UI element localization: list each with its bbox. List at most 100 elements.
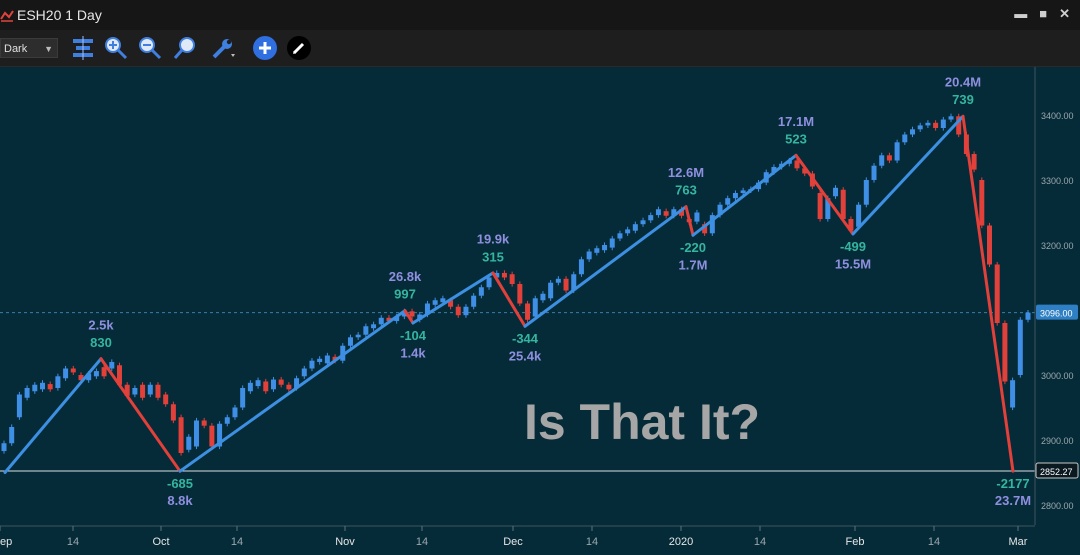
candle-body bbox=[994, 264, 1000, 323]
draw-pencil-icon[interactable] bbox=[286, 35, 312, 61]
candle-body bbox=[432, 300, 438, 305]
last-price-tag bbox=[1036, 304, 1078, 320]
x-tick-label: Mar bbox=[1009, 536, 1028, 548]
close-button[interactable]: ✕ bbox=[1059, 6, 1070, 21]
zigzag-segment bbox=[851, 114, 965, 236]
window-title: ESH20 1 Day bbox=[17, 7, 102, 23]
candle-body bbox=[247, 382, 253, 392]
x-tick-label: 2020 bbox=[669, 536, 693, 548]
zigzag-segment bbox=[99, 357, 182, 473]
candle-body bbox=[632, 224, 638, 231]
candle-body bbox=[409, 311, 415, 317]
price-chart[interactable]: 2.5k 830 -685 8.8k 26.8k 997 -104 1.4k 19.9k 315 -… bbox=[0, 67, 1080, 555]
swing-label: 20.4M bbox=[945, 74, 981, 89]
x-tick-label: ep bbox=[0, 536, 12, 548]
bar-spacing-icon[interactable] bbox=[70, 35, 96, 61]
chart-annotation: Is That It? bbox=[524, 394, 760, 450]
candle-body bbox=[394, 316, 400, 322]
maximize-button[interactable]: ■ bbox=[1039, 6, 1048, 21]
zoom-fit-icon[interactable] bbox=[172, 35, 198, 61]
swing-label: 25.4k bbox=[509, 349, 542, 364]
chart-icon bbox=[0, 10, 14, 22]
candle-body bbox=[24, 388, 30, 398]
candle-body bbox=[163, 394, 169, 405]
candle-body bbox=[709, 215, 715, 234]
swing-label: 1.4k bbox=[400, 345, 426, 360]
zigzag-segment bbox=[403, 309, 415, 325]
zigzag-segment bbox=[523, 205, 688, 328]
candle-body bbox=[625, 229, 631, 234]
candle-body bbox=[355, 334, 361, 338]
x-tick-label: Feb bbox=[846, 536, 865, 548]
settings-wrench-icon[interactable] bbox=[210, 35, 236, 61]
add-icon[interactable] bbox=[252, 35, 278, 61]
candle-body bbox=[956, 116, 962, 135]
candle-body bbox=[702, 224, 708, 234]
zoom-out-icon[interactable] bbox=[137, 35, 163, 61]
candle-body bbox=[278, 379, 284, 385]
x-tick-label: 14 bbox=[928, 536, 940, 548]
y-tick-label: 3200.00 bbox=[1041, 241, 1074, 251]
candle-body bbox=[594, 248, 600, 253]
candle-body bbox=[9, 427, 15, 444]
swing-label: 1.7M bbox=[679, 258, 708, 273]
candle-body bbox=[39, 382, 45, 390]
candle-body bbox=[571, 274, 577, 291]
candle-body bbox=[371, 324, 377, 329]
candle-body bbox=[717, 204, 723, 216]
support-tag bbox=[1035, 462, 1079, 479]
zigzag-segment bbox=[684, 205, 695, 237]
candle-body bbox=[55, 376, 61, 388]
candle-body bbox=[255, 380, 261, 387]
theme-select-value: Dark bbox=[4, 43, 28, 55]
candle-body bbox=[902, 134, 908, 143]
theme-select[interactable]: Dark ▼ bbox=[0, 38, 58, 58]
candle-body bbox=[948, 116, 954, 120]
swing-labels: 2.5k 830 -685 8.8k 26.8k 997 -104 1.4k 19.9k 315 -… bbox=[88, 74, 1031, 508]
candle-body bbox=[478, 287, 484, 296]
candle-body bbox=[509, 274, 515, 284]
candle-body bbox=[794, 160, 800, 169]
y-tick-label: 2800.00 bbox=[1041, 501, 1074, 511]
title-bar: ESH20 1 Day ▬ ■ ✕ bbox=[0, 0, 1080, 30]
candle-body bbox=[324, 355, 330, 364]
candle-body bbox=[70, 368, 76, 373]
zigzag-segment bbox=[794, 153, 855, 236]
candle-body bbox=[47, 384, 53, 390]
chart-background bbox=[0, 67, 1080, 555]
candle-body bbox=[555, 278, 561, 283]
candle-body bbox=[201, 420, 207, 426]
candle-body bbox=[240, 388, 246, 408]
candle-body bbox=[532, 298, 538, 317]
candle-body bbox=[217, 423, 223, 447]
candle-body bbox=[863, 180, 869, 205]
candle-body bbox=[910, 129, 916, 135]
swing-label: -685 bbox=[167, 476, 193, 491]
x-tick-label: Nov bbox=[335, 536, 355, 548]
swing-label: 15.5M bbox=[835, 256, 871, 271]
candle-body bbox=[917, 125, 923, 130]
candle-body bbox=[825, 198, 831, 219]
candle-body bbox=[209, 425, 215, 447]
candle-body bbox=[401, 311, 407, 317]
candle-body bbox=[109, 362, 115, 369]
swing-label: 523 bbox=[785, 132, 807, 147]
candle-body bbox=[178, 417, 184, 453]
candle-body bbox=[263, 381, 269, 392]
time-axis: ep 14 Oct 14 Nov 14 Dec 14 2020 14 Feb 14 Mar bbox=[0, 525, 1080, 555]
candle-body bbox=[979, 180, 985, 226]
candle-body bbox=[740, 190, 746, 193]
candle-body bbox=[525, 303, 531, 320]
price-axis: 3400.003300.003200.003100.003000.002900.… bbox=[1034, 67, 1080, 555]
zigzag-segment bbox=[961, 114, 1015, 473]
candle-body bbox=[232, 407, 238, 418]
candle-body bbox=[93, 371, 99, 377]
candle-body bbox=[424, 303, 430, 315]
toolbar: Dark ▼ bbox=[0, 30, 1080, 67]
minimize-button[interactable]: ▬ bbox=[1014, 6, 1028, 21]
swing-label: 12.6M bbox=[668, 165, 704, 180]
zoom-in-icon[interactable] bbox=[103, 35, 129, 61]
candle-body bbox=[648, 215, 654, 221]
zigzag-segment bbox=[3, 357, 103, 474]
candle-body bbox=[725, 198, 731, 205]
